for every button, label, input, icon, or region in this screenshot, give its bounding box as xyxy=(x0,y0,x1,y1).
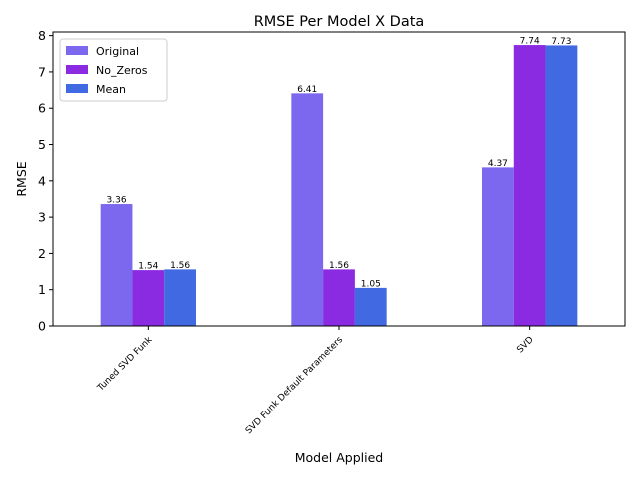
bar-mean xyxy=(164,269,196,326)
x-tick-label: SVD Funk Default Parameters xyxy=(244,335,345,436)
chart-title: RMSE Per Model X Data xyxy=(254,14,425,30)
bar-mean xyxy=(354,287,387,326)
legend-entry-label: No_Zeros xyxy=(96,64,148,77)
y-tick-label: 4 xyxy=(38,173,46,188)
bar-original xyxy=(291,93,324,326)
x-tick-label: Tuned SVD Funk xyxy=(95,334,155,394)
bar-value-label: 1.54 xyxy=(138,262,158,272)
bar-value-label: 1.56 xyxy=(170,261,190,271)
y-tick-label: 7 xyxy=(38,64,46,79)
y-tick-label: 3 xyxy=(38,210,46,225)
bar-value-label: 7.74 xyxy=(520,37,540,47)
bar-value-label: 3.36 xyxy=(107,196,127,206)
y-tick-label: 8 xyxy=(38,28,46,43)
legend-swatch xyxy=(66,84,88,93)
y-tick-label: 0 xyxy=(38,319,46,334)
bar-no-zeros xyxy=(513,45,546,327)
legend-entry-label: Original xyxy=(96,45,139,58)
bar-no-zeros xyxy=(132,270,165,326)
legend-entry-label: Mean xyxy=(96,83,126,96)
legend: Original No_Zeros Mean xyxy=(59,38,168,102)
y-tick-label: 6 xyxy=(38,101,46,116)
y-tick-label: 5 xyxy=(38,137,46,152)
bar-value-label: 7.73 xyxy=(551,37,571,47)
bar-value-label: 1.56 xyxy=(329,261,349,271)
bar-value-label: 4.37 xyxy=(488,159,508,169)
bar-value-label: 6.41 xyxy=(297,85,317,95)
legend-swatch xyxy=(66,46,88,55)
plot-frame xyxy=(52,31,626,327)
x-axis-label: Model Applied xyxy=(295,450,384,465)
y-tick-label: 1 xyxy=(38,282,46,297)
x-tick-label: SVD xyxy=(515,335,535,355)
bar-original xyxy=(100,204,133,326)
bar-original xyxy=(482,167,514,326)
bar-mean xyxy=(545,45,578,327)
legend-swatch xyxy=(66,65,88,74)
y-axis-label: RMSE xyxy=(14,161,29,196)
bar-no-zeros xyxy=(323,269,355,326)
bar-value-label: 1.05 xyxy=(361,279,381,289)
y-tick-label: 2 xyxy=(38,246,46,261)
